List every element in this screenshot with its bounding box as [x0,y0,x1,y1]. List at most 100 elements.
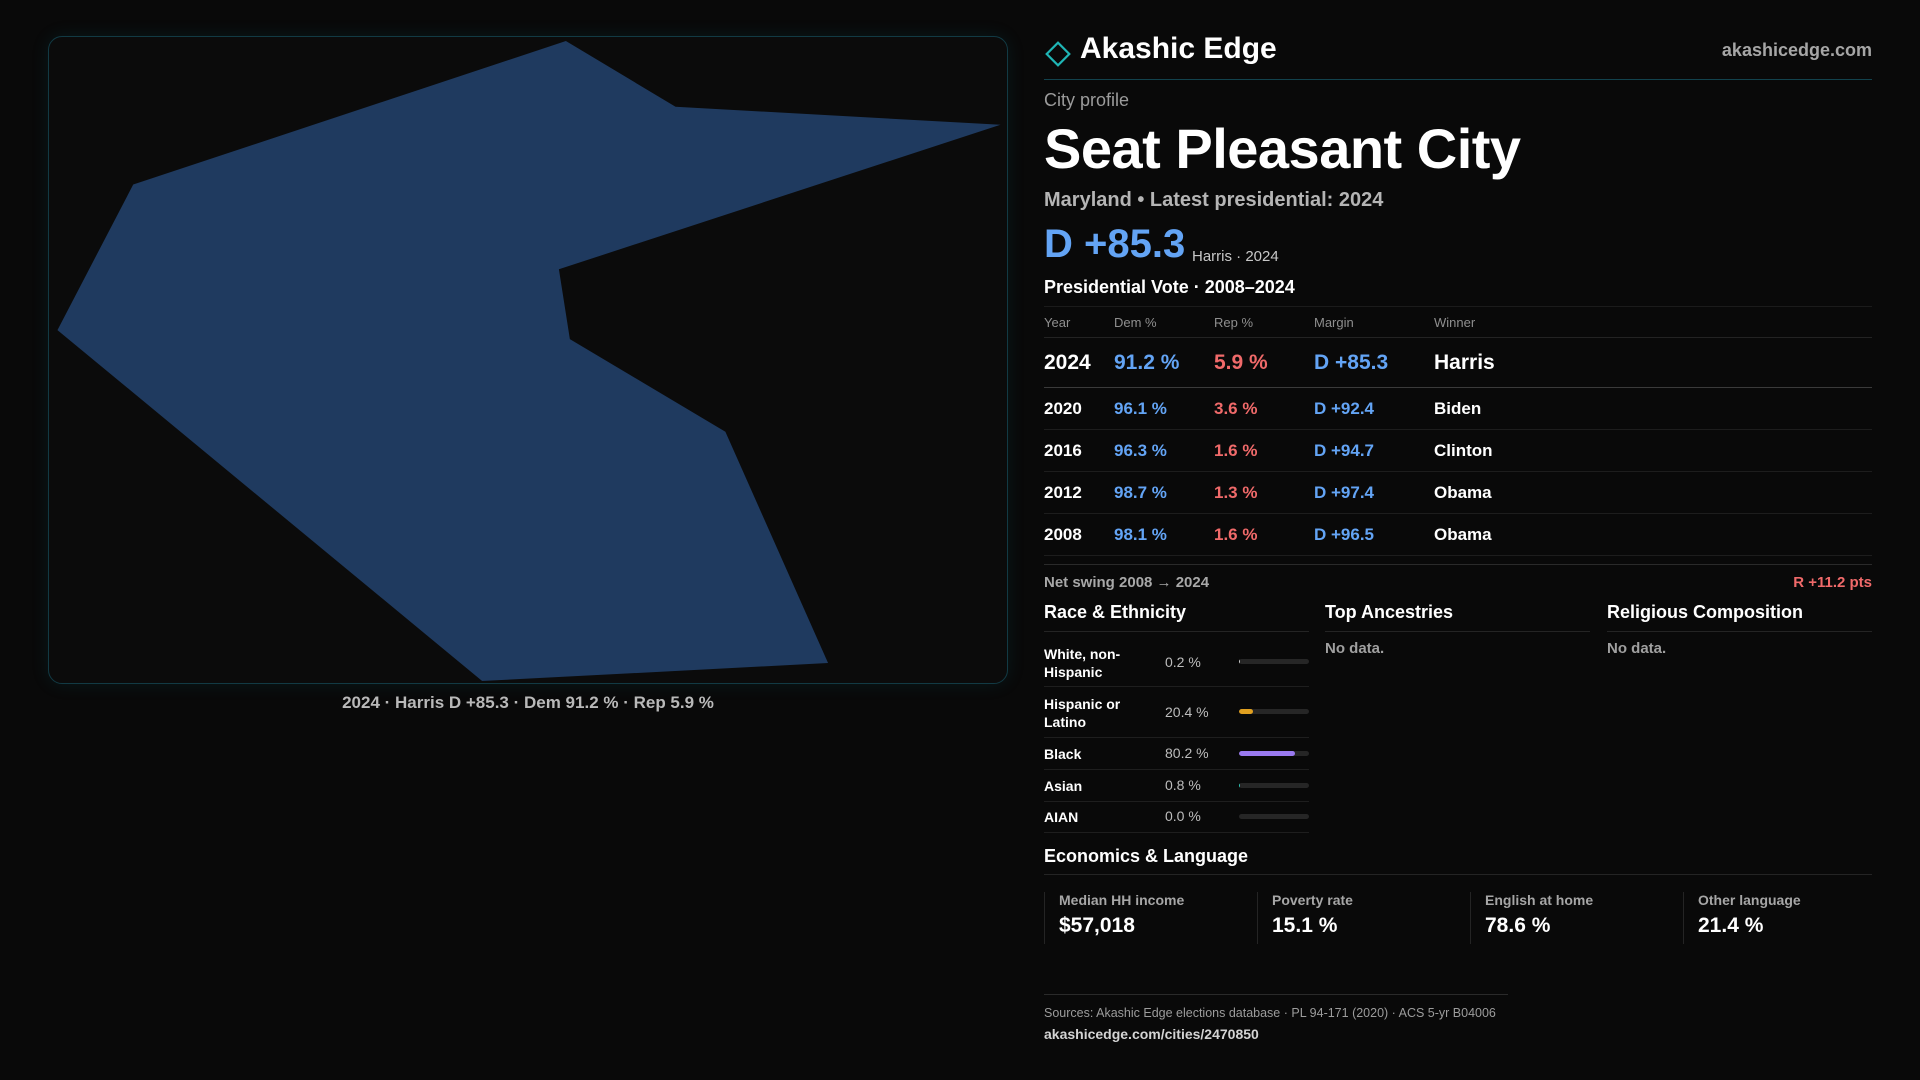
ancestries-empty: No data. [1325,640,1385,657]
race-label: Hispanic or Latino [1044,696,1121,730]
net-swing-value: R +11.2 pts [1793,574,1872,591]
race-bar [1239,814,1309,819]
ancestries-heading: Top Ancestries [1325,600,1590,632]
dem-cell: 98.7 % [1114,471,1214,514]
margin-cell: D +85.3 [1314,337,1434,388]
race-value: 20.4 % [1165,704,1209,720]
rep-cell: 1.6 % [1214,513,1314,556]
site-link[interactable]: akashicedge.com [1721,40,1872,60]
stat-label: Poverty rate [1272,892,1353,908]
stat-label: Other language [1698,892,1801,908]
stat-other-language: Other language 21.4 % [1683,892,1883,944]
dem-cell: 96.1 % [1114,387,1214,430]
religion-heading: Religious Composition [1607,600,1872,632]
table-row: 2008 98.1 % 1.6 % D +96.5 Obama [1044,513,1872,556]
table-row: 2024 91.2 % 5.9 % D +85.3 Harris [1044,337,1872,388]
race-value: 0.2 % [1165,654,1201,670]
margin-cell: D +94.7 [1314,429,1434,472]
dem-cell: 96.3 % [1114,429,1214,472]
race-bar [1239,709,1309,714]
race-label: AIAN [1044,809,1079,825]
stat-label: English at home [1485,892,1594,908]
margin-cell: D +97.4 [1314,471,1434,514]
race-bar-fill [1239,783,1240,788]
dem-cell: 91.2 % [1114,337,1214,388]
race-bar-fill [1239,659,1240,664]
race-value: 0.8 % [1165,777,1201,793]
religion-empty: No data. [1607,640,1667,657]
page-kicker: City profile [1044,90,1130,110]
race-bar [1239,783,1309,788]
race-row: White, non-Hispanic 0.2 % [1044,636,1309,687]
table-row: 2012 98.7 % 1.3 % D +97.4 Obama [1044,471,1872,514]
diamond-outline-icon [1045,41,1071,67]
winner-cell: Clinton [1434,429,1872,472]
latest-margin-note: Harris · 2024 [1192,248,1279,265]
city-boundary-map[interactable] [48,36,1008,684]
rep-cell: 3.6 % [1214,387,1314,430]
stat-value: $57,018 [1059,914,1135,937]
race-bar [1239,751,1309,756]
year-cell: 2016 [1044,429,1114,472]
stat-label: Median HH income [1059,892,1185,908]
economics-heading: Economics & Language [1044,846,1249,866]
race-value: 80.2 % [1165,745,1209,761]
race-value: 0.0 % [1165,808,1201,824]
rep-cell: 1.6 % [1214,429,1314,472]
year-cell: 2020 [1044,387,1114,430]
race-label: Asian [1044,778,1083,794]
col-year: Year [1044,306,1114,338]
latest-margin: D +85.3 [1044,222,1186,266]
page-url-link[interactable]: akashicedge.com/cities/2470850 [1044,1026,1259,1042]
race-row: AIAN 0.0 % [1044,802,1309,833]
year-cell: 2012 [1044,471,1114,514]
page-subtitle: Maryland • Latest presidential: 2024 [1044,189,1384,211]
vote-heading: Presidential Vote · 2008–2024 [1044,277,1295,297]
race-list: White, non-Hispanic 0.2 % Hispanic or La… [1044,636,1309,833]
race-bar-fill [1239,709,1254,714]
race-bar [1239,659,1309,664]
year-cell: 2024 [1044,337,1114,388]
race-label: White, non-Hispanic [1044,646,1121,680]
margin-cell: D +92.4 [1314,387,1434,430]
presidential-vote-table: Year Dem % Rep % Margin Winner 2024 91.2… [1044,306,1872,556]
col-winner: Winner [1434,306,1872,338]
col-dem: Dem % [1114,306,1214,338]
winner-cell: Biden [1434,387,1872,430]
map-svg [57,40,1001,682]
map-caption: 2024 · Harris D +85.3 · Dem 91.2 % · Rep… [342,693,714,712]
net-swing-row: Net swing 2008 → 2024 R +11.2 pts [1044,564,1872,600]
race-heading: Race & Ethnicity [1044,600,1309,632]
dem-cell: 98.1 % [1114,513,1214,556]
race-bar-fill [1239,751,1296,756]
col-margin: Margin [1314,306,1434,338]
city-boundary-shape[interactable] [57,40,1001,682]
stat-value: 78.6 % [1485,914,1551,937]
rep-cell: 1.3 % [1214,471,1314,514]
race-row: Black 80.2 % [1044,738,1309,770]
stat-poverty-rate: Poverty rate 15.1 % [1257,892,1457,944]
table-row: 2020 96.1 % 3.6 % D +92.4 Biden [1044,387,1872,430]
rep-cell: 5.9 % [1214,337,1314,388]
divider [1044,874,1872,875]
winner-cell: Obama [1434,513,1872,556]
col-rep: Rep % [1214,306,1314,338]
stat-value: 21.4 % [1698,914,1764,937]
stat-english-at-home: English at home 78.6 % [1470,892,1670,944]
profile-panel: Akashic Edge akashicedge.com City profil… [1044,0,1872,1080]
race-row: Asian 0.8 % [1044,770,1309,802]
stat-value: 15.1 % [1272,914,1338,937]
divider [1044,994,1508,995]
margin-cell: D +96.5 [1314,513,1434,556]
race-row: Hispanic or Latino 20.4 % [1044,687,1309,738]
winner-cell: Harris [1434,337,1872,388]
table-header-row: Year Dem % Rep % Margin Winner [1044,306,1872,338]
brand-name[interactable]: Akashic Edge [1080,32,1277,65]
sources-note: Sources: Akashic Edge elections database… [1044,1006,1496,1020]
net-swing-label: Net swing 2008 → 2024 [1044,574,1210,591]
winner-cell: Obama [1434,471,1872,514]
table-row: 2016 96.3 % 1.6 % D +94.7 Clinton [1044,429,1872,472]
brand-header: Akashic Edge akashicedge.com [1044,30,1872,80]
year-cell: 2008 [1044,513,1114,556]
race-label: Black [1044,746,1082,762]
